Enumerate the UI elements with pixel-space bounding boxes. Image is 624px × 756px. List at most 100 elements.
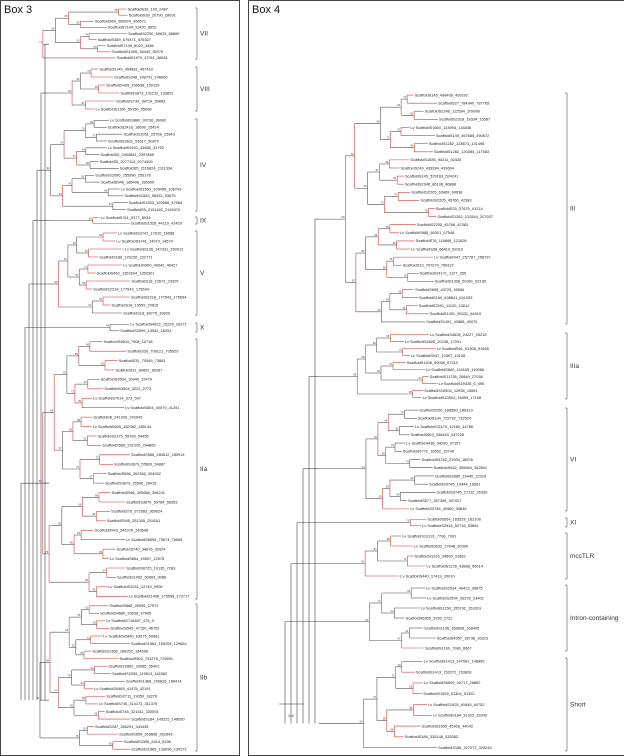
leaf-label: ScaffoldS654_163528_162108 bbox=[427, 517, 480, 522]
bootstrap-label: 57 bbox=[398, 637, 401, 641]
bootstrap-label: 67 bbox=[362, 465, 365, 469]
leaf-label: ScaffoldS1695_45928_44042 bbox=[422, 723, 473, 728]
leaf-label: Lv ScaffoldS900_49042_46427 bbox=[123, 262, 177, 267]
leaf-label: ScaffoldS2218_177543_175694 bbox=[93, 286, 149, 291]
leaf-label: ScaffoldS145_498405_499202 bbox=[415, 92, 468, 97]
bootstrap-label: 51 bbox=[89, 303, 92, 307]
leaf-label: ScaffoldS2418_16699_15424 bbox=[108, 125, 160, 130]
leaf-label: ScaffoldS76_119888_121628 bbox=[416, 238, 467, 243]
leaf-label: ScaffoldS2711_19050_18276 bbox=[106, 694, 157, 699]
leaf-label: ScaffoldS3679_59784_56353 bbox=[126, 499, 177, 504]
clade-label: V bbox=[200, 270, 205, 277]
leaf-label: ScaffoldS2205_45766_42383 bbox=[417, 222, 468, 227]
leaf-label: Lv ScaffoldS2631_44650_41792 bbox=[108, 145, 164, 150]
leaf-label: ScaffoldS1282_128673_131498 bbox=[429, 141, 485, 146]
leaf-label: Lv ScaffoldS2594_40423_39875 bbox=[426, 585, 482, 590]
leaf-label: ScaffoldS566_291226_294869 bbox=[102, 443, 155, 448]
bootstrap-label: 58 bbox=[94, 711, 97, 715]
bootstrap-label: 89 bbox=[362, 355, 365, 359]
leaf-label: ScaffoldS5_2077114_2074409 bbox=[99, 159, 152, 164]
bootstrap-label: 53 bbox=[59, 192, 62, 196]
bootstrap-label: 60 bbox=[104, 188, 107, 192]
leaf-label: Lv ScaffoldS804_40079_41251 bbox=[125, 405, 179, 410]
bootstrap-label: 93 bbox=[378, 308, 381, 312]
bootstrap-label: 52 bbox=[398, 663, 401, 667]
bootstrap-label: 58 bbox=[86, 161, 89, 165]
bootstrap-label: 98 bbox=[69, 427, 72, 431]
bootstrap-label: 56 bbox=[115, 8, 118, 12]
bootstrap-label: 66 bbox=[78, 503, 81, 507]
leaf-label: ScaffoldS654_265668_262843 bbox=[119, 731, 172, 736]
bootstrap-label: 81 bbox=[82, 101, 85, 105]
leaf-label: Lv ScaffoldS1413_147081_148899 bbox=[424, 659, 485, 664]
leaf-label: ScaffoldS2591_11120_13812 bbox=[419, 303, 470, 308]
bootstrap-label: 50 bbox=[360, 719, 363, 723]
bootstrap-label: 52 bbox=[409, 684, 412, 688]
leaf-label: ScaffoldS2055_119913_118362 bbox=[112, 671, 167, 676]
leaf-label: ScaffoldS18_38775_39929 bbox=[123, 310, 170, 315]
leaf-label: ScaffoldS1095_36440_35970 bbox=[112, 49, 164, 54]
bootstrap-label: 69 bbox=[76, 20, 79, 24]
leaf-label: ScaffoldS3745_27112_26339 bbox=[436, 490, 487, 495]
bootstrap-label: 75 bbox=[36, 696, 39, 700]
leaf-label: ScaffoldS740_34876_32024 bbox=[116, 546, 166, 551]
bootstrap-label: 65 bbox=[77, 613, 80, 617]
leaf-label: ScaffoldS31_70549_73881 bbox=[119, 358, 166, 363]
leaf-label: ScaffoldS888_26595_27572 bbox=[109, 603, 158, 608]
leaf-label: ScaffoldS4680_35938_37905 bbox=[100, 611, 151, 616]
bootstrap-label: 86 bbox=[95, 493, 98, 497]
leaf-label: ScaffoldS186_327077_325245 bbox=[438, 745, 491, 750]
bootstrap-label: 51 bbox=[77, 39, 80, 43]
bootstrap-label: 72 bbox=[87, 636, 90, 640]
bootstrap-label: 51 bbox=[73, 154, 76, 158]
bootstrap-label: 82 bbox=[70, 704, 73, 708]
bootstrap-label: 59 bbox=[52, 26, 55, 30]
bootstrap-label: 63 bbox=[82, 147, 85, 151]
leaf-label: ScaffoldS663_336463_337228 bbox=[411, 432, 464, 437]
bootstrap-label: 68 bbox=[82, 696, 85, 700]
bootstrap-label: 72 bbox=[378, 599, 381, 603]
leaf-label: ScaffoldS89_369924_366571 bbox=[95, 19, 146, 24]
leaf-label: ScaffoldS1585_94211_92426 bbox=[410, 157, 461, 162]
bootstrap-label: 79 bbox=[403, 557, 406, 561]
clade-label: Intron-containing bbox=[570, 615, 619, 622]
leaf-label: ScaffoldS734_38714_39883 bbox=[116, 98, 165, 103]
bootstrap-label: 84 bbox=[90, 120, 93, 124]
bootstrap-label: 99 bbox=[342, 215, 345, 219]
bootstrap-label: 94 bbox=[91, 666, 94, 670]
bootstrap-label: 99 bbox=[95, 85, 98, 89]
bootstrap-label: 55 bbox=[386, 225, 389, 229]
bootstrap-label: 78 bbox=[68, 674, 71, 678]
leaf-label: ScaffoldS1491_55331_54519 bbox=[430, 311, 481, 316]
leaf-label: Lv ScaffoldS985_60301_57548 bbox=[400, 230, 454, 235]
bootstrap-label: 67 bbox=[89, 474, 92, 478]
bootstrap-label: 78 bbox=[80, 651, 83, 655]
leaf-label: Lv ScaffoldS10131_7796_7091 bbox=[402, 533, 456, 538]
bootstrap-label: 65 bbox=[99, 550, 102, 554]
leaf-label: ScaffoldS2882_33085_35401 bbox=[108, 663, 159, 668]
bootstrap-label: 55 bbox=[94, 45, 97, 49]
bootstrap-label: 58 bbox=[390, 727, 393, 731]
bootstrap-label: 75 bbox=[92, 134, 95, 138]
leaf-label: ScaffoldS946_186496_185000 bbox=[101, 179, 155, 184]
leaf-label: ScaffoldS5_2400681_2397865 bbox=[101, 152, 154, 157]
bootstrap-label: 68 bbox=[86, 342, 89, 346]
bootstrap-label: 53 bbox=[410, 111, 413, 115]
bootstrap-label: 55 bbox=[72, 643, 75, 647]
leaf-label: ScaffoldS19_767279_768127 bbox=[403, 263, 454, 268]
leaf-label: ScaffoldS3504_10940_12479 bbox=[101, 377, 152, 382]
bootstrap-label: 61 bbox=[85, 606, 88, 610]
box3-title: Box 3 bbox=[4, 4, 33, 16]
leaf-label: ScaffoldS462_1352634_1353301 bbox=[97, 270, 155, 275]
bootstrap-label: 74 bbox=[85, 33, 88, 37]
bootstrap-label: 82 bbox=[89, 217, 92, 221]
bootstrap-label: 75 bbox=[45, 550, 48, 554]
bootstrap-label: 55 bbox=[75, 352, 78, 356]
bootstrap-label: 90 bbox=[393, 241, 396, 245]
bootstrap-label: 93 bbox=[395, 427, 398, 431]
bootstrap-label: 84 bbox=[397, 103, 400, 107]
clade-label: VII bbox=[200, 31, 208, 38]
bootstrap-label: 59 bbox=[383, 265, 386, 269]
leaf-label: ScaffoldS1528_44119_41429 bbox=[131, 221, 182, 226]
leaf-label: Lv ScaffoldS632_27648_30390 bbox=[414, 543, 469, 548]
